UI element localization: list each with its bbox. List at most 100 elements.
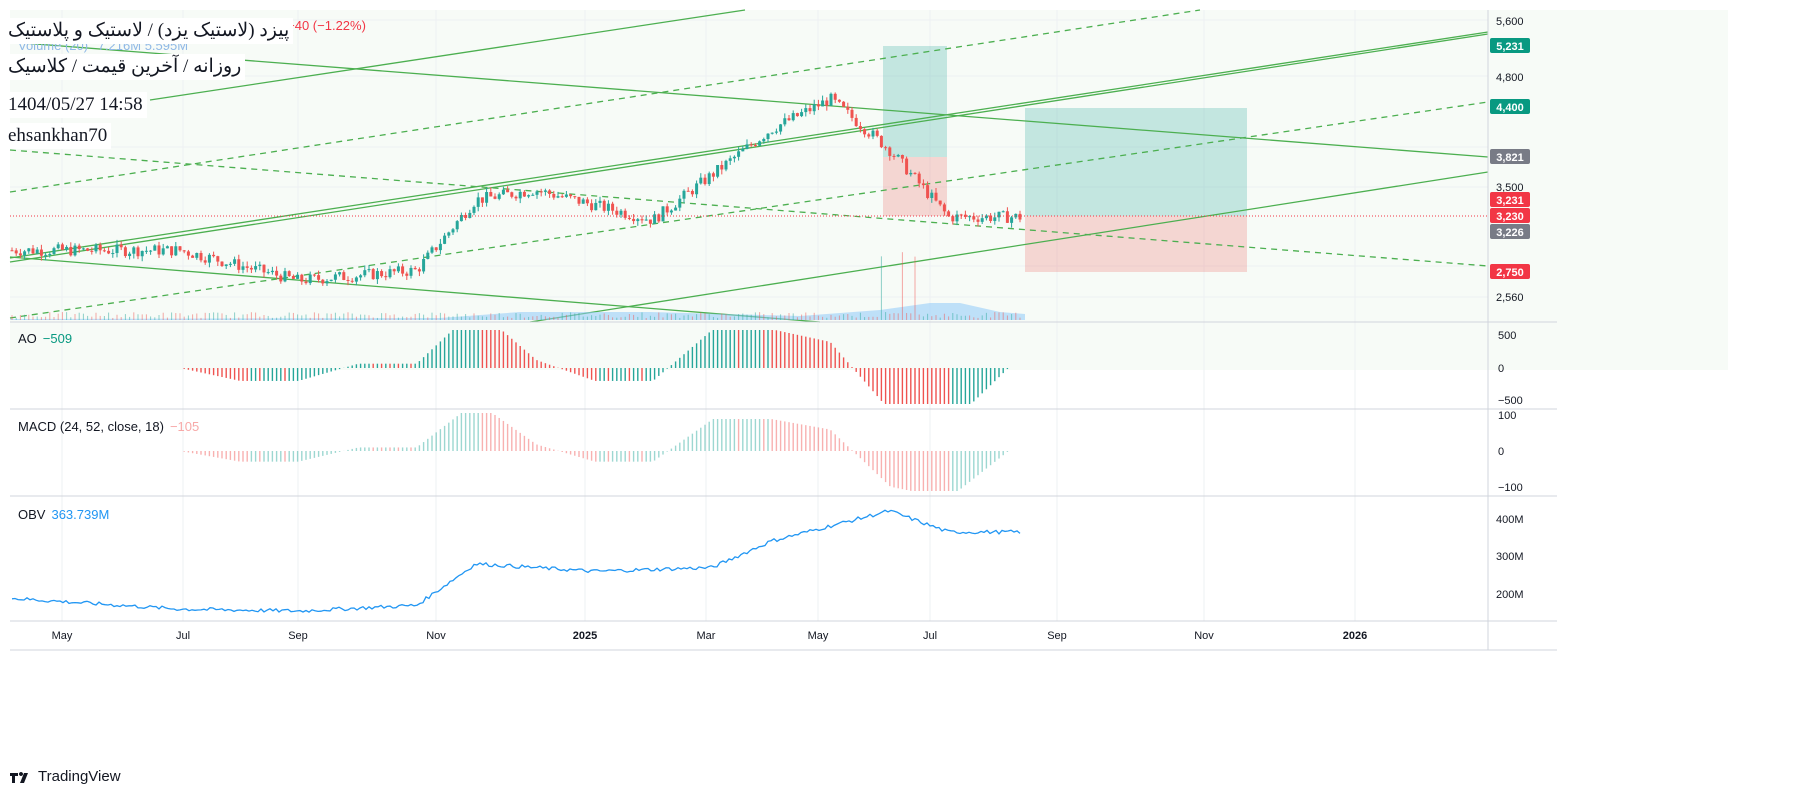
candle-body	[434, 247, 438, 251]
candle-body	[984, 215, 988, 219]
candle-body	[207, 254, 211, 263]
candle-body	[921, 183, 925, 186]
candle-body	[686, 190, 690, 192]
candle-body	[879, 135, 883, 148]
candle-body	[594, 202, 598, 211]
candle-body	[459, 214, 463, 222]
candle-body	[199, 253, 203, 261]
candle-body	[942, 204, 946, 212]
candle-body	[422, 258, 426, 272]
ao-histogram[interactable]	[12, 330, 1020, 404]
price-badge-bg	[1490, 99, 1530, 114]
candle-body	[741, 148, 745, 152]
candle-body	[632, 218, 636, 222]
candle-body	[195, 253, 199, 258]
candle-body	[745, 144, 749, 149]
candle-body	[245, 266, 249, 268]
candle-body	[833, 93, 837, 100]
trend-line	[9, 149, 1489, 267]
candle-body	[619, 210, 623, 215]
price-badge-bg	[1490, 264, 1530, 279]
candle-body	[905, 158, 909, 175]
tradingview-brand[interactable]: TradingView	[10, 768, 121, 785]
candle-body	[426, 252, 430, 259]
candle-body	[648, 219, 652, 224]
symbol-title: پیزد (لاستیک یزد) / لاستیک و پلاستیک	[4, 18, 294, 44]
candle-body	[711, 173, 715, 177]
candle-body	[165, 246, 169, 249]
price-candles[interactable]	[10, 92, 1022, 287]
price-badges: 5,231 4,400 3,821 3,231 3,230 3,226 2,750	[1490, 38, 1530, 279]
candle-body	[514, 196, 518, 199]
snapshot-datetime: 1404/05/27 14:58	[4, 92, 147, 118]
candle-body	[501, 189, 505, 195]
macd-legend[interactable]: MACD (24, 52, close, 18) −105	[18, 419, 199, 434]
candle-body	[102, 250, 106, 252]
candle-body	[535, 191, 539, 195]
candle-body	[14, 250, 18, 254]
price-badge-label: 5,231	[1496, 41, 1524, 53]
candle-body	[388, 269, 392, 278]
candle-body	[346, 279, 350, 281]
price-badge-bg	[1490, 38, 1530, 53]
candle-body	[90, 250, 94, 252]
candle-body	[60, 244, 64, 250]
long-position-tool[interactable]	[883, 46, 1247, 272]
candle-body	[707, 173, 711, 185]
candle-body	[569, 194, 573, 197]
candle-body	[959, 214, 963, 216]
obv-axis-label: 200M	[1496, 589, 1524, 601]
macd-label: MACD (24, 52, close, 18)	[18, 419, 164, 434]
candle-body	[753, 145, 757, 147]
candle-body	[140, 250, 144, 257]
candle-body	[451, 229, 455, 233]
candle-body	[518, 191, 522, 199]
price-pane[interactable]	[10, 10, 1728, 370]
candle-body	[997, 211, 1001, 218]
candle-body	[317, 275, 321, 280]
candle-body	[900, 154, 904, 159]
ao-legend[interactable]: AO −509	[18, 331, 72, 346]
candle-body	[976, 219, 980, 222]
obv-legend[interactable]: OBV 363.739M	[18, 507, 109, 522]
price-axis-label: 3,500	[1496, 182, 1524, 194]
candle-body	[573, 196, 577, 198]
candle-body	[443, 235, 447, 244]
candle-body	[598, 200, 602, 203]
candle-body	[728, 158, 732, 161]
obv-line[interactable]	[11, 509, 1021, 613]
candle-body	[543, 190, 547, 192]
candle-body	[468, 212, 472, 218]
candle-body	[333, 274, 337, 280]
candle-body	[863, 129, 867, 135]
candle-body	[384, 276, 388, 278]
candle-body	[233, 259, 237, 264]
macd-value: −105	[169, 419, 200, 434]
trend-channel-lines[interactable]	[9, 9, 1489, 323]
candle-body	[812, 104, 816, 112]
candle-body	[170, 246, 174, 256]
candle-body	[417, 269, 421, 272]
candle-body	[111, 253, 115, 255]
candle-body	[485, 192, 489, 203]
candle-body	[837, 99, 841, 102]
time-axis-label: May	[808, 630, 829, 642]
price-axis-label: 2,560	[1496, 292, 1524, 304]
candle-body	[396, 266, 400, 272]
candle-body	[762, 139, 766, 142]
candle-body	[661, 206, 665, 222]
candle-body	[531, 194, 535, 196]
price-axis-label: 5,600	[1496, 16, 1524, 28]
macd-axis-label: 100	[1498, 410, 1516, 422]
macd-histogram[interactable]	[12, 413, 1020, 491]
candle-body	[615, 210, 619, 215]
author-name: ehsankhan70	[4, 123, 112, 149]
candle-body	[367, 269, 371, 271]
candle-body	[548, 190, 552, 194]
candle-body	[216, 256, 220, 262]
ao-axis-label: −500	[1498, 395, 1523, 407]
candle-body	[144, 250, 148, 252]
candle-body	[871, 130, 875, 137]
candle-body	[476, 197, 480, 207]
